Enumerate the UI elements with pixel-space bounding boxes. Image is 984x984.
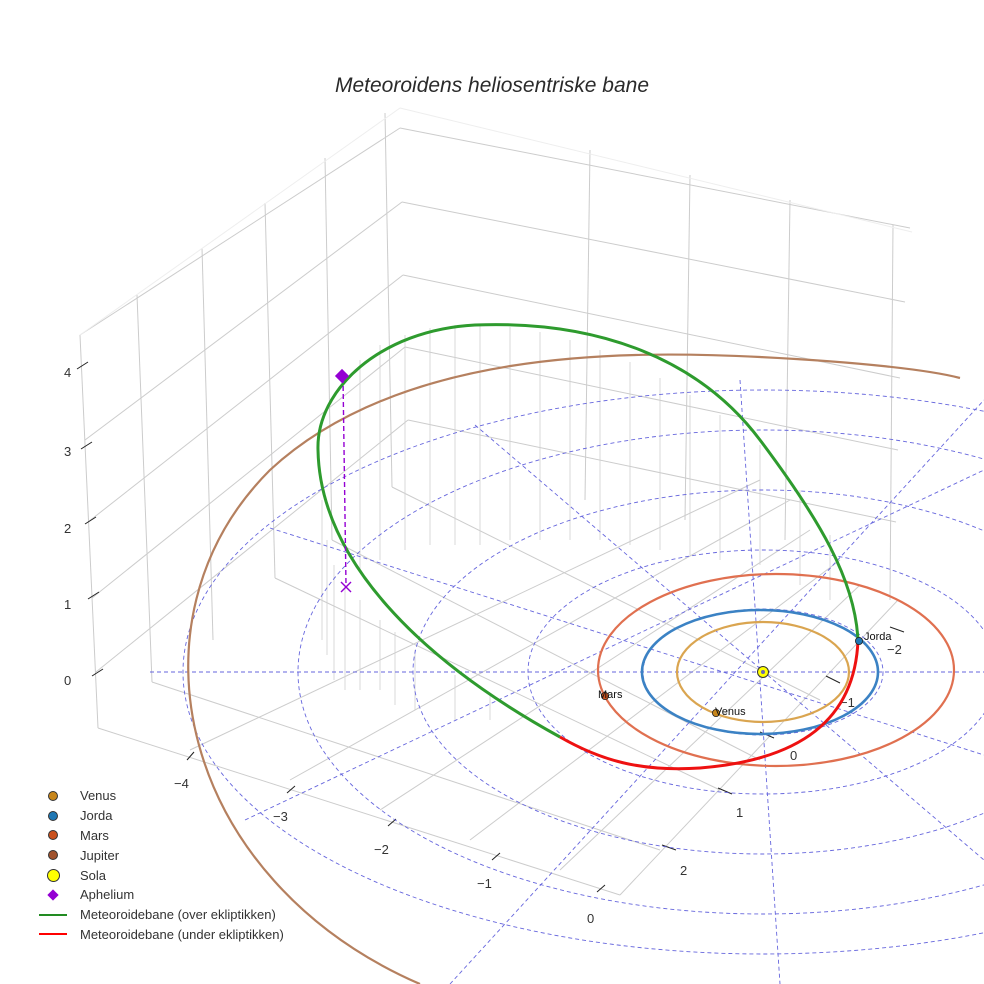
earth-dot-icon — [48, 810, 58, 821]
sun-center-dot — [761, 670, 765, 674]
sun-dot-icon — [46, 868, 60, 882]
ecliptic-polar-grid — [150, 379, 984, 984]
svg-text:2: 2 — [680, 863, 687, 878]
x-axis-labels: −4 −3 −2 −1 0 — [174, 776, 594, 926]
svg-text:4: 4 — [64, 365, 71, 380]
svg-text:−4: −4 — [174, 776, 189, 791]
venus-dot-icon — [48, 790, 58, 801]
mars-dot-icon — [48, 830, 58, 841]
svg-text:0: 0 — [64, 673, 71, 688]
earth-orbit — [640, 608, 880, 736]
svg-text:2: 2 — [64, 521, 71, 536]
box-grid — [79, 112, 911, 896]
mars-marker[interactable] — [601, 692, 610, 701]
venus-label: Venus — [715, 706, 746, 718]
meteoroid-orbit-below — [559, 639, 860, 771]
svg-text:1: 1 — [736, 805, 743, 820]
green-line-icon — [39, 913, 67, 916]
legend-item-aphelium[interactable]: Aphelium — [38, 885, 284, 905]
box-edge-top — [79, 107, 913, 336]
chart-title: Meteoroidens heliosentriske bane — [334, 74, 650, 97]
mars-orbit — [596, 572, 956, 768]
legend: Venus Jorda Mars Jupiter Sola Aphelium M… — [38, 786, 284, 944]
jupiter-dot-icon — [48, 850, 58, 861]
venus-marker[interactable] — [712, 709, 721, 718]
z-axis-labels: 4 3 2 1 0 — [64, 365, 71, 688]
aphelion-marker[interactable] — [334, 368, 350, 384]
svg-text:−2: −2 — [887, 642, 902, 657]
mars-label: Mars — [598, 689, 623, 701]
legend-item-venus[interactable]: Venus — [38, 786, 284, 806]
svg-text:0: 0 — [790, 748, 797, 763]
legend-item-orbit-below[interactable]: Meteoroidebane (under ekliptikken) — [38, 925, 284, 945]
aphelion-drop-line — [342, 377, 347, 586]
svg-text:0: 0 — [587, 911, 594, 926]
legend-item-jupiter[interactable]: Jupiter — [38, 845, 284, 865]
legend-item-jorda[interactable]: Jorda — [38, 806, 284, 826]
legend-item-mars[interactable]: Mars — [38, 826, 284, 846]
svg-text:3: 3 — [64, 444, 71, 459]
drop-lines — [321, 325, 831, 720]
svg-text:−2: −2 — [374, 842, 389, 857]
svg-text:−1: −1 — [477, 876, 492, 891]
aphelion-projection-x-icon — [340, 581, 352, 593]
legend-item-sola[interactable]: Sola — [38, 865, 284, 885]
legend-item-orbit-above[interactable]: Meteoroidebane (over ekliptikken) — [38, 905, 284, 925]
svg-text:−3: −3 — [273, 809, 288, 824]
earth-label: Jorda — [864, 631, 892, 643]
planet-orbits — [187, 353, 961, 984]
meteoroid-orbit-above — [316, 323, 860, 739]
red-line-icon — [39, 933, 67, 936]
diamond-icon — [47, 889, 59, 901]
svg-text:1: 1 — [64, 597, 71, 612]
earth-marker[interactable] — [855, 637, 864, 646]
venus-orbit — [675, 620, 851, 724]
jupiter-orbit — [187, 353, 961, 984]
